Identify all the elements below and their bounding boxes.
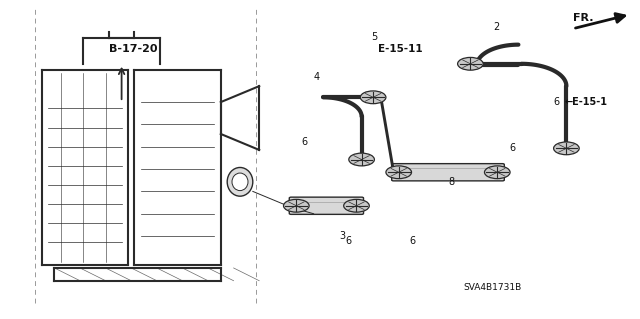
Text: 6: 6: [346, 236, 352, 246]
Text: 2: 2: [493, 22, 499, 32]
Text: 6: 6: [301, 137, 307, 147]
Text: ←E-15-1: ←E-15-1: [564, 97, 607, 107]
FancyBboxPatch shape: [289, 197, 364, 214]
Circle shape: [360, 91, 386, 104]
FancyBboxPatch shape: [392, 164, 504, 181]
Circle shape: [344, 199, 369, 212]
Circle shape: [458, 57, 483, 70]
Text: 4: 4: [314, 71, 320, 82]
Circle shape: [386, 166, 412, 179]
Ellipse shape: [232, 173, 248, 191]
Circle shape: [554, 142, 579, 155]
Text: B-17-20: B-17-20: [109, 44, 157, 54]
Text: SVA4B1731B: SVA4B1731B: [463, 283, 522, 292]
Text: 5: 5: [371, 32, 378, 42]
Circle shape: [284, 199, 309, 212]
Circle shape: [484, 166, 510, 179]
Circle shape: [349, 153, 374, 166]
Text: E-15-11: E-15-11: [378, 44, 422, 55]
Text: 6: 6: [554, 97, 560, 107]
Text: 8: 8: [448, 177, 454, 187]
Text: 6: 6: [410, 236, 416, 246]
Text: 3: 3: [339, 231, 346, 241]
Text: FR.: FR.: [573, 12, 593, 23]
Text: 6: 6: [509, 143, 515, 153]
Ellipse shape: [227, 167, 253, 196]
